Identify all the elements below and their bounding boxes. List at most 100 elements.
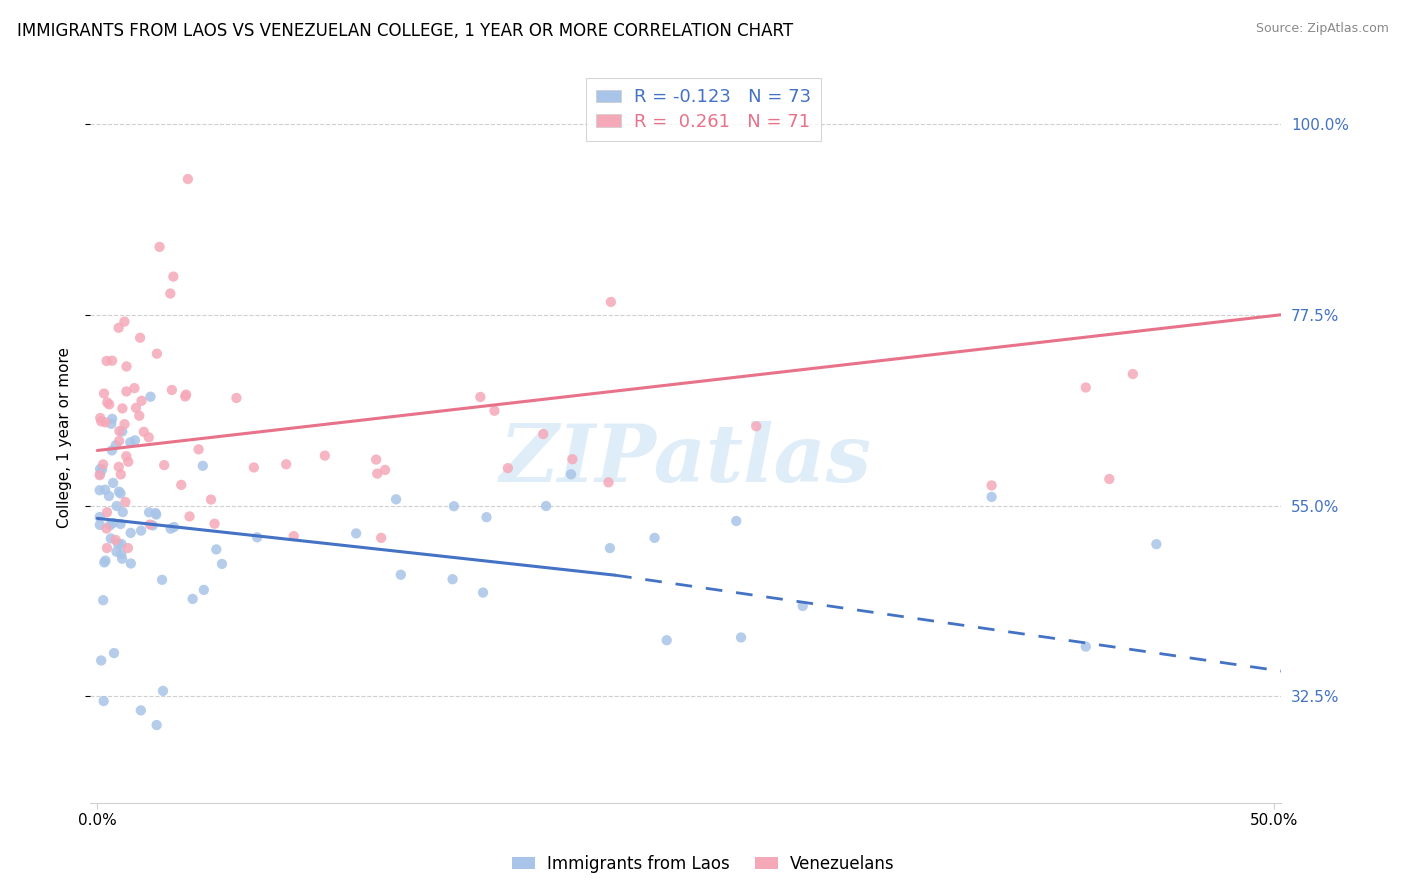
- Point: [96, 505, 118, 519]
- Legend: R = -0.123   N = 73, R =  0.261   N = 71: R = -0.123 N = 73, R = 0.261 N = 71: [586, 78, 821, 141]
- Point: [484, 403, 506, 417]
- Point: [104, 533, 127, 547]
- Point: [94, 553, 117, 567]
- Point: [101, 475, 124, 490]
- Point: [191, 458, 214, 473]
- Point: [389, 567, 412, 582]
- Point: [146, 347, 169, 361]
- Point: [104, 438, 127, 452]
- Point: [159, 522, 181, 536]
- Point: [644, 531, 666, 545]
- Point: [366, 467, 388, 481]
- Point: [115, 384, 138, 399]
- Point: [129, 331, 152, 345]
- Point: [370, 531, 392, 545]
- Point: [599, 541, 621, 555]
- Text: Source: ZipAtlas.com: Source: ZipAtlas.com: [1256, 22, 1389, 36]
- Point: [93, 694, 115, 708]
- Point: [142, 518, 165, 533]
- Point: [1144, 537, 1167, 551]
- Point: [160, 383, 183, 397]
- Point: [101, 516, 124, 530]
- Point: [110, 516, 132, 531]
- Point: [89, 468, 111, 483]
- Point: [181, 591, 204, 606]
- Point: [97, 489, 120, 503]
- Point: [745, 419, 768, 434]
- Point: [124, 381, 146, 395]
- Point: [159, 286, 181, 301]
- Point: [101, 353, 124, 368]
- Point: [344, 526, 367, 541]
- Point: [204, 516, 226, 531]
- Point: [153, 458, 176, 472]
- Point: [162, 269, 184, 284]
- Point: [108, 424, 131, 438]
- Point: [120, 525, 142, 540]
- Point: [441, 572, 464, 586]
- Point: [108, 434, 131, 448]
- Point: [496, 461, 519, 475]
- Point: [139, 517, 162, 532]
- Point: [111, 425, 134, 439]
- Point: [89, 462, 111, 476]
- Point: [100, 532, 122, 546]
- Point: [132, 425, 155, 439]
- Point: [200, 492, 222, 507]
- Point: [193, 582, 215, 597]
- Point: [138, 430, 160, 444]
- Point: [655, 633, 678, 648]
- Point: [534, 499, 557, 513]
- Point: [148, 240, 170, 254]
- Point: [187, 442, 209, 457]
- Point: [560, 467, 582, 482]
- Point: [177, 172, 200, 186]
- Point: [91, 462, 114, 476]
- Point: [129, 703, 152, 717]
- Point: [179, 509, 201, 524]
- Point: [150, 573, 173, 587]
- Point: [730, 631, 752, 645]
- Point: [107, 320, 129, 334]
- Point: [115, 359, 138, 374]
- Point: [246, 530, 269, 544]
- Point: [111, 401, 134, 416]
- Point: [980, 490, 1002, 504]
- Point: [138, 505, 160, 519]
- Point: [101, 412, 124, 426]
- Point: [111, 505, 134, 519]
- Point: [145, 506, 167, 520]
- Point: [91, 458, 114, 472]
- Point: [125, 401, 148, 415]
- Point: [174, 389, 197, 403]
- Point: [276, 457, 298, 471]
- Point: [96, 354, 118, 368]
- Point: [205, 542, 228, 557]
- Point: [96, 541, 118, 555]
- Y-axis label: College, 1 year or more: College, 1 year or more: [58, 347, 72, 528]
- Point: [90, 653, 112, 667]
- Point: [792, 599, 814, 613]
- Point: [243, 460, 266, 475]
- Point: [163, 520, 186, 534]
- Point: [89, 467, 111, 481]
- Point: [90, 414, 112, 428]
- Text: ZIPatlas: ZIPatlas: [499, 421, 872, 499]
- Point: [93, 386, 115, 401]
- Point: [598, 475, 620, 490]
- Point: [561, 452, 583, 467]
- Point: [475, 510, 498, 524]
- Point: [129, 524, 152, 538]
- Point: [98, 397, 121, 411]
- Point: [101, 443, 124, 458]
- Point: [89, 483, 111, 498]
- Point: [94, 483, 117, 497]
- Point: [314, 449, 336, 463]
- Point: [1074, 640, 1097, 654]
- Point: [93, 556, 115, 570]
- Point: [98, 518, 121, 533]
- Point: [131, 393, 153, 408]
- Point: [531, 427, 554, 442]
- Point: [96, 522, 118, 536]
- Point: [128, 409, 150, 423]
